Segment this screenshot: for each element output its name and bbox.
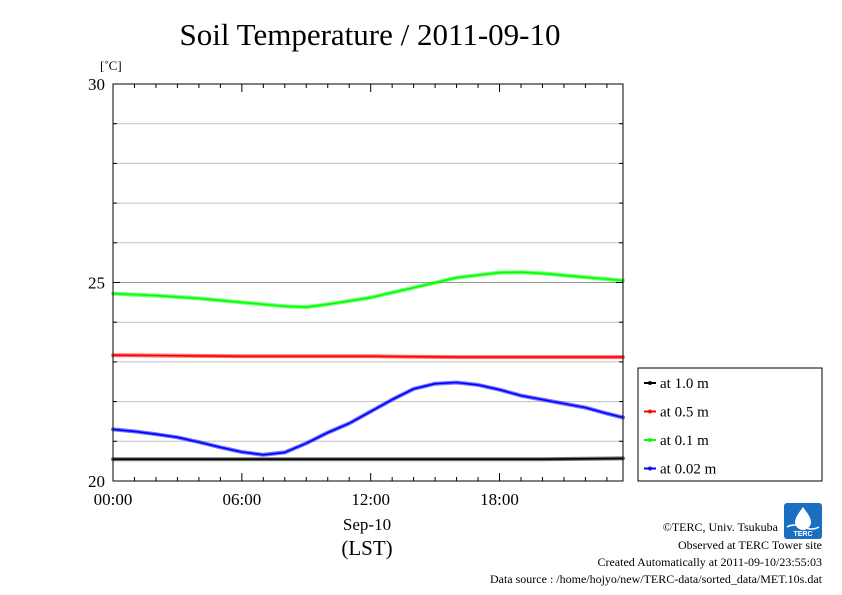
series-line: [112, 381, 624, 456]
legend-label: at 0.1 m: [660, 433, 709, 449]
grid-lines: [113, 83, 623, 482]
legend-box: [637, 367, 823, 482]
x-axis-date: Sep-10: [343, 515, 391, 534]
x-tick-label: 12:00: [351, 490, 390, 509]
legend-marker: [648, 466, 653, 471]
footer-observed: Observed at TERC Tower site: [678, 538, 822, 552]
x-tick-labels: 00:00 06:00 12:00 18:00: [94, 490, 519, 509]
legend-marker: [648, 409, 653, 414]
y-tick-label: 20: [88, 472, 105, 491]
legend-marker: [648, 380, 653, 385]
footer-copyright: ©TERC, Univ. Tsukuba: [663, 520, 779, 534]
series-line-halo: [111, 270, 625, 310]
y-tick-labels: 20 25 30: [88, 75, 105, 491]
x-tick-label: 18:00: [480, 490, 519, 509]
series-line: [112, 271, 624, 308]
x-axis-label: (LST): [341, 536, 392, 560]
y-tick-label: 25: [88, 274, 105, 293]
legend-label: at 1.0 m: [660, 376, 709, 392]
terc-logo: TERC: [784, 503, 822, 539]
y-axis-unit: [˚C]: [100, 58, 122, 73]
legend-marker: [648, 437, 653, 442]
legend-label: at 0.5 m: [660, 405, 709, 421]
wave-icon: [786, 524, 820, 530]
legend-label: at 0.02 m: [660, 462, 717, 478]
series-line: [113, 457, 624, 461]
y-tick-label: 30: [88, 75, 105, 94]
x-tick-label: 00:00: [94, 490, 133, 509]
footer-source: Data source : /home/hojyo/new/TERC-data/…: [490, 572, 823, 586]
footer-created: Created Automatically at 2011-09-10/23:5…: [597, 555, 822, 569]
legend: at 1.0 m at 0.5 m at 0.1 m at 0.02 m: [637, 367, 823, 482]
axis-ticks: [112, 83, 623, 482]
chart-title: Soil Temperature / 2011-09-10: [180, 17, 561, 52]
logo-text: TERC: [793, 531, 812, 538]
series-lines: [111, 270, 625, 462]
series-line-halo: [111, 380, 625, 457]
water-drop-icon: [795, 507, 811, 530]
series-line: [112, 354, 623, 358]
x-tick-label: 06:00: [222, 490, 261, 509]
